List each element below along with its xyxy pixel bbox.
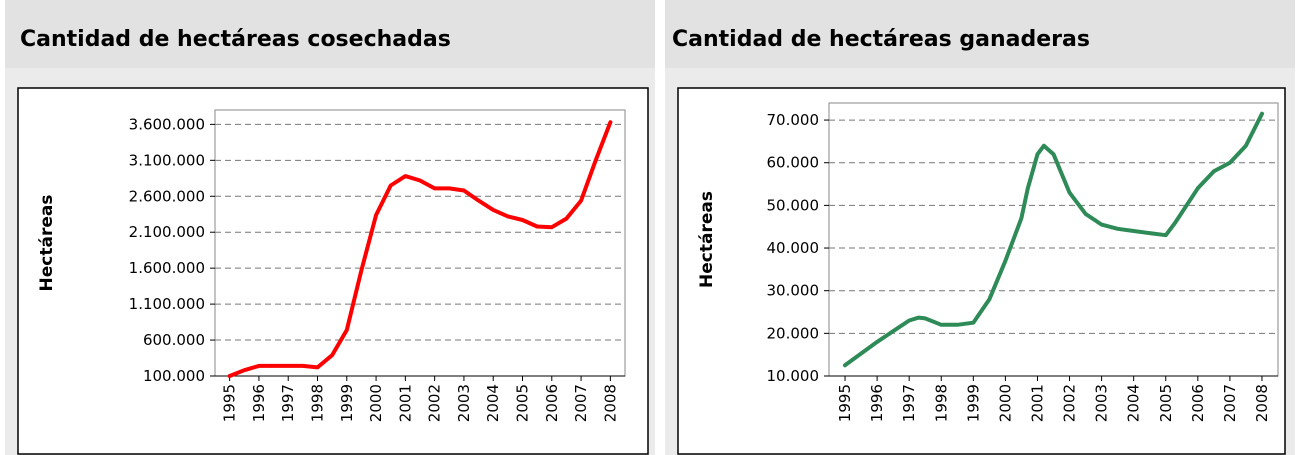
y-tick-label: 60.000 xyxy=(767,154,820,172)
x-tick-label: 2007 xyxy=(572,384,590,422)
x-tick-label: 1999 xyxy=(338,384,356,422)
x-tick-label: 1998 xyxy=(309,384,327,422)
y-tick-label: 70.000 xyxy=(767,111,820,129)
x-tick-label: 1996 xyxy=(868,384,886,422)
x-tick-label: 1998 xyxy=(932,384,950,422)
data-line xyxy=(227,120,613,378)
y-tick-label: 100.000 xyxy=(143,367,205,385)
x-tick-label: 1996 xyxy=(250,384,268,422)
x-tick-label: 2003 xyxy=(455,384,473,422)
panel-title: Cantidad de hectáreas ganaderas xyxy=(672,27,1090,52)
y-axis-label: Hectáreas xyxy=(37,195,57,292)
x-tick-label: 2007 xyxy=(1221,384,1239,422)
y-tick-label: 600.000 xyxy=(143,331,205,349)
y-tick-label: 3.100.000 xyxy=(129,151,205,169)
y-tick-label: 10.000 xyxy=(767,367,820,385)
x-tick-label: 1999 xyxy=(964,384,982,422)
panel-header xyxy=(665,0,1295,68)
x-tick-label: 2002 xyxy=(1061,384,1079,422)
x-tick-label: 2008 xyxy=(1253,384,1271,422)
y-tick-label: 50.000 xyxy=(767,196,820,214)
y-tick-label: 2.100.000 xyxy=(129,223,205,241)
y-axis-label: Hectáreas xyxy=(697,191,717,288)
x-tick-label: 2008 xyxy=(601,384,619,422)
x-tick-label: 2000 xyxy=(996,384,1014,422)
x-tick-label: 2001 xyxy=(396,384,414,422)
x-tick-label: 1995 xyxy=(836,384,854,422)
y-tick-label: 40.000 xyxy=(767,239,820,257)
x-tick-label: 2004 xyxy=(484,384,502,422)
x-tick-label: 1995 xyxy=(221,384,239,422)
x-tick-label: 2000 xyxy=(367,384,385,422)
data-line xyxy=(843,111,1264,368)
x-tick-label: 1997 xyxy=(279,384,297,422)
x-tick-label: 2003 xyxy=(1093,384,1111,422)
panel-title: Cantidad de hectáreas cosechadas xyxy=(20,27,451,52)
panel-header xyxy=(5,0,655,68)
chart-box xyxy=(17,87,649,455)
y-tick-label: 2.600.000 xyxy=(129,187,205,205)
x-tick-label: 1997 xyxy=(900,384,918,422)
x-tick-label: 2002 xyxy=(426,384,444,422)
y-tick-label: 1.600.000 xyxy=(129,259,205,277)
y-tick-label: 30.000 xyxy=(767,282,820,300)
x-tick-label: 2006 xyxy=(543,384,561,422)
x-tick-label: 2004 xyxy=(1125,384,1143,422)
y-tick-label: 1.100.000 xyxy=(129,295,205,313)
x-tick-label: 2006 xyxy=(1189,384,1207,422)
y-tick-label: 20.000 xyxy=(767,324,820,342)
chart-box xyxy=(677,87,1286,455)
x-tick-label: 2005 xyxy=(514,384,532,422)
y-tick-label: 3.600.000 xyxy=(129,115,205,133)
x-tick-label: 2001 xyxy=(1028,384,1046,422)
x-tick-label: 2005 xyxy=(1157,384,1175,422)
